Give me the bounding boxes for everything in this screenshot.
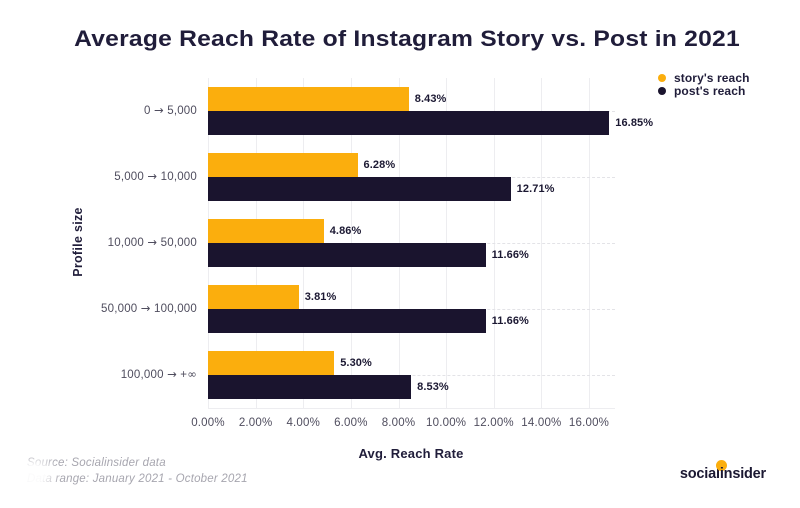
bar-post bbox=[208, 375, 412, 399]
logo-text-suffix: nsider bbox=[723, 466, 767, 482]
bar-story bbox=[208, 219, 324, 243]
logo-text-prefix: social bbox=[679, 466, 720, 482]
legend-dot-icon bbox=[658, 86, 666, 95]
x-axis-title: Avg. Reach Rate bbox=[358, 446, 464, 461]
bar-value-label: 5.30% bbox=[340, 357, 372, 369]
category-label: 5,000 → 10,000 bbox=[114, 171, 197, 183]
bar-value-label: 8.53% bbox=[417, 381, 449, 393]
source-note: Source: Socialinsider data Data range: J… bbox=[27, 456, 248, 487]
legend-label: story's reach bbox=[674, 70, 750, 85]
bar-value-label: 11.66% bbox=[491, 315, 529, 327]
legend-item: post's reach bbox=[658, 83, 750, 98]
x-tick-label: 0.00% bbox=[191, 417, 225, 429]
x-tick-label: 10.00% bbox=[426, 417, 467, 429]
bar-value-label: 4.86% bbox=[329, 225, 362, 237]
bar-story bbox=[208, 285, 299, 309]
bar-story bbox=[208, 153, 358, 177]
legend-item: story's reach bbox=[658, 70, 750, 85]
x-tick-label: 6.00% bbox=[334, 417, 368, 429]
bar-value-label: 16.85% bbox=[615, 117, 654, 129]
bar-value-label: 11.66% bbox=[491, 249, 529, 261]
x-tick-label: 8.00% bbox=[381, 417, 416, 429]
legend-dot-icon bbox=[658, 73, 666, 82]
socialinsider-logo: socialinsider bbox=[680, 466, 766, 482]
bar-post bbox=[208, 243, 486, 267]
logo-orange-dot-icon: i bbox=[719, 466, 724, 482]
source-line-1: Source: Socialinsider data bbox=[27, 457, 166, 469]
bar-value-label: 8.43% bbox=[414, 93, 447, 105]
x-tick-label: 12.00% bbox=[473, 417, 514, 429]
bar-value-label: 12.71% bbox=[516, 183, 555, 195]
category-dashed-gridline bbox=[208, 375, 615, 376]
source-line-2: Data range: January 2021 - October 2021 bbox=[27, 472, 248, 485]
bar-value-label: 3.81% bbox=[304, 291, 337, 303]
category-label: 50,000 → 100,000 bbox=[101, 303, 197, 315]
chart-title: Average Reach Rate of Instagram Story vs… bbox=[74, 26, 740, 51]
x-axis-line bbox=[208, 408, 615, 409]
category-label: 10,000 → 50,000 bbox=[107, 237, 197, 249]
x-tick-label: 4.00% bbox=[286, 417, 321, 429]
bar-post bbox=[208, 177, 511, 201]
bar-story bbox=[208, 351, 335, 375]
bar-post bbox=[208, 309, 486, 333]
legend-label: post's reach bbox=[674, 83, 746, 98]
x-tick-label: 14.00% bbox=[521, 417, 562, 429]
y-axis-title: Profile size bbox=[71, 207, 85, 277]
bar-story bbox=[208, 87, 409, 111]
category-label: 100,000 → +∞ bbox=[120, 369, 197, 381]
bar-post bbox=[208, 111, 610, 135]
category-label: 0 → 5,000 bbox=[144, 105, 197, 117]
x-tick-label: 2.00% bbox=[238, 417, 273, 429]
legend: story's reach post's reach bbox=[658, 70, 750, 98]
bar-value-label: 6.28% bbox=[363, 159, 396, 171]
x-tick-label: 16.00% bbox=[568, 417, 610, 429]
